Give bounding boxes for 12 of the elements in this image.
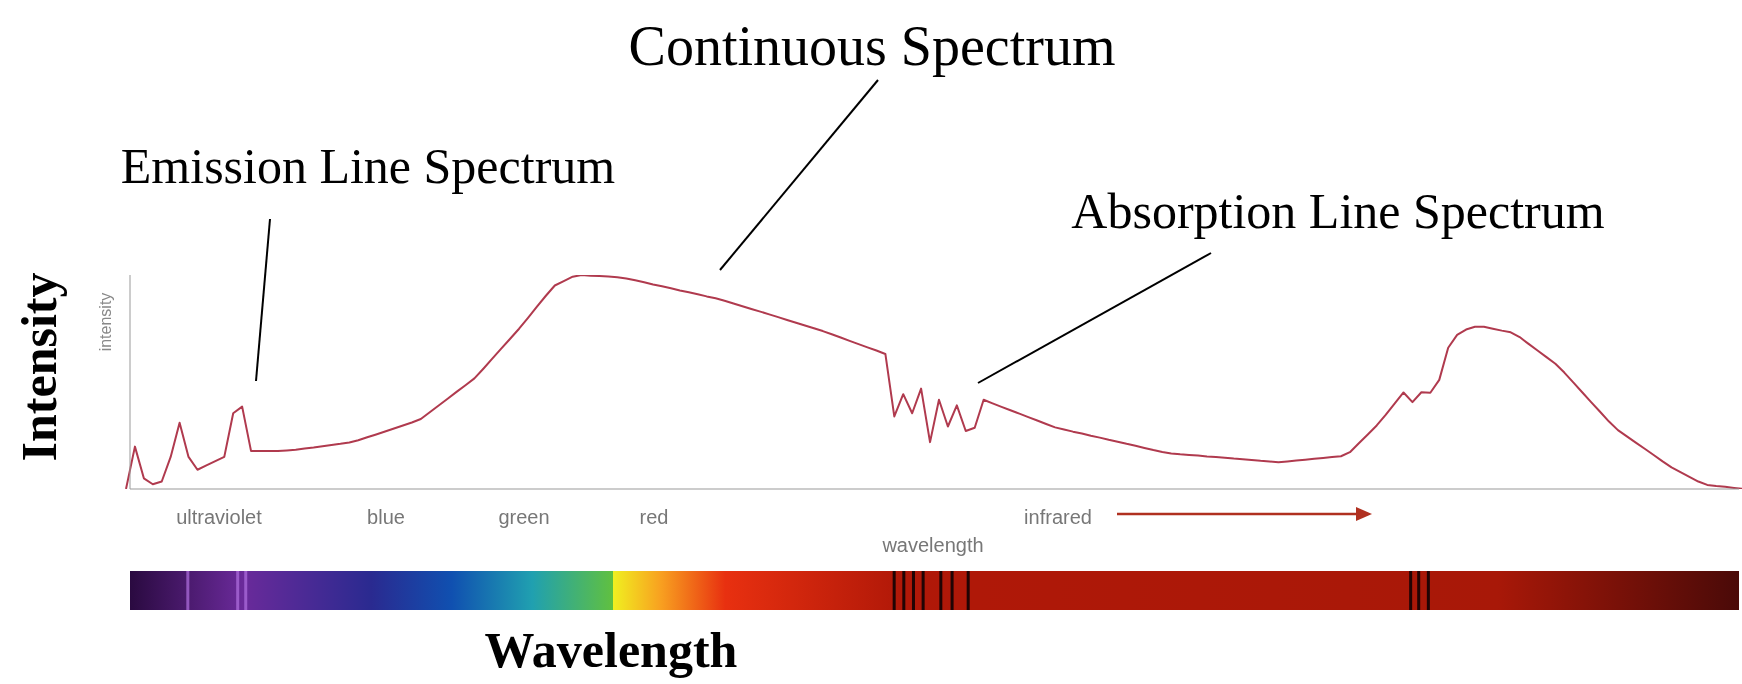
text: Continuous Spectrum [628, 15, 1116, 77]
text: wavelength [882, 534, 984, 556]
text: infrared [1024, 506, 1092, 528]
x-axis-title: Wavelength [484, 622, 738, 678]
text: Absorption Line Spectrum [1071, 183, 1605, 239]
y-axis-title: Intensity [11, 272, 67, 462]
text: green [498, 506, 550, 528]
text: ultraviolet [176, 506, 262, 528]
text: Emission Line Spectrum [120, 138, 616, 194]
text: intensity [97, 292, 114, 352]
text: blue [367, 506, 405, 528]
text: red [639, 506, 669, 528]
